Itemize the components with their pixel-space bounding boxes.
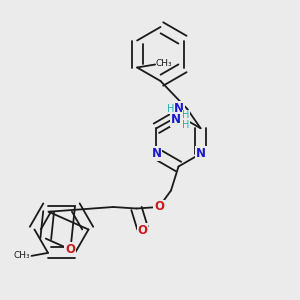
Text: N: N [171,113,181,126]
Text: N: N [173,109,184,122]
Text: O: O [65,243,75,256]
Text: N: N [152,147,161,160]
Text: CH₃: CH₃ [14,251,31,260]
Text: H: H [182,120,190,130]
Text: CH₃: CH₃ [156,59,172,68]
Text: H: H [167,104,174,114]
Text: N: N [196,147,206,160]
Text: O: O [137,224,148,237]
Text: H: H [182,110,190,120]
Text: N: N [174,102,184,115]
Text: O: O [154,200,164,214]
